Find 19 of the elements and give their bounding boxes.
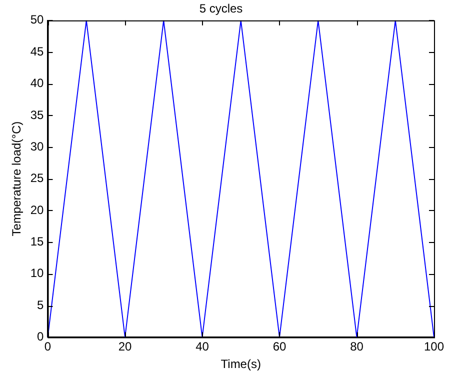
- y-tick-label: 15: [30, 234, 44, 248]
- y-tick-label: 40: [30, 76, 44, 90]
- y-tick-label: 30: [30, 139, 44, 154]
- y-tick-label: 45: [30, 44, 44, 58]
- x-tick-label: 20: [118, 340, 132, 354]
- x-tick-label: 100: [424, 340, 444, 354]
- y-axis-title: Temperature load(°C): [10, 121, 24, 236]
- y-tick-label: 5: [37, 298, 44, 312]
- x-tick-label: 80: [350, 340, 364, 354]
- x-axis-title: Time(s): [220, 357, 261, 372]
- y-tick-label: 20: [30, 202, 44, 217]
- y-tick-label: 25: [30, 171, 44, 186]
- y-tick-label: 50: [30, 12, 44, 27]
- x-tick-label: 60: [272, 340, 286, 354]
- y-tick-label: 0: [37, 330, 44, 344]
- x-tick-label: 40: [196, 340, 210, 354]
- chart-title: 5 cycles: [199, 2, 243, 16]
- y-tick-label: 35: [30, 108, 44, 122]
- y-tick-label: 10: [30, 266, 44, 280]
